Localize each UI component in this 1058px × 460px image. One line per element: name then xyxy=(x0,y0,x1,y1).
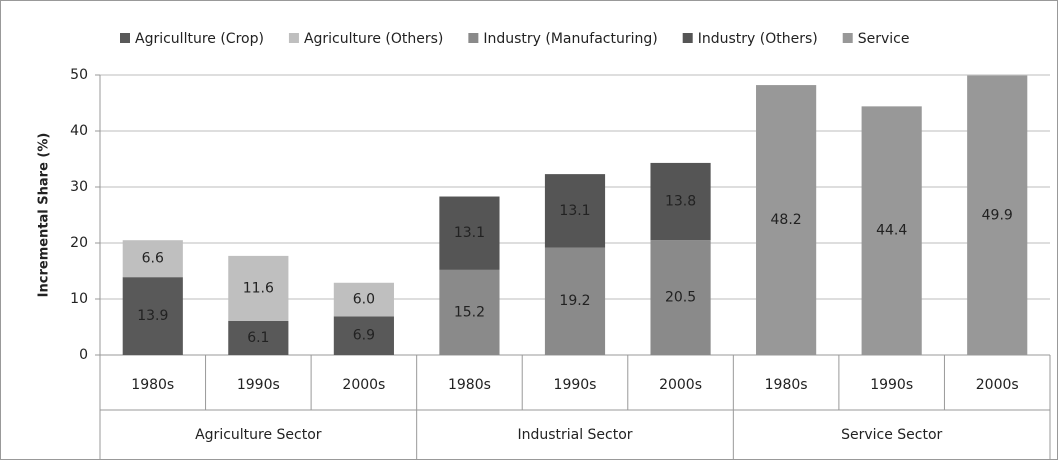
value-label: 13.9 xyxy=(137,308,168,324)
x-tick-label: 1980s xyxy=(448,377,491,393)
y-tick-label: 0 xyxy=(79,347,88,363)
x-tick-label: 1990s xyxy=(554,377,597,393)
value-label: 15.2 xyxy=(454,304,485,320)
value-label: 6.6 xyxy=(142,251,164,267)
value-label: 44.4 xyxy=(876,223,907,239)
value-label: 6.9 xyxy=(353,328,375,344)
bar-segment xyxy=(439,269,500,355)
x-tick-label: 1980s xyxy=(765,377,808,393)
legend-label: Agricullture (Crop) xyxy=(135,31,264,47)
bar-segment xyxy=(333,316,394,355)
y-axis-label: Incremental Share (%) xyxy=(37,133,52,298)
bar-segment xyxy=(122,240,183,278)
bar-segment xyxy=(228,320,289,355)
x-tick-label: 2000s xyxy=(976,377,1019,393)
value-label: 49.9 xyxy=(982,207,1013,223)
bar-segment xyxy=(650,240,711,355)
bar-segment xyxy=(967,75,1028,355)
x-tick-label: 2000s xyxy=(342,377,385,393)
bar-segment xyxy=(756,85,817,355)
bar-segment xyxy=(861,106,922,355)
value-label: 11.6 xyxy=(243,280,274,296)
y-tick-label: 50 xyxy=(70,67,88,83)
x-tick-label: 2000s xyxy=(659,377,702,393)
legend-swatch xyxy=(842,33,853,43)
y-tick-label: 30 xyxy=(70,179,88,195)
bar-segment xyxy=(122,277,183,355)
x-tick-label: 1990s xyxy=(870,377,913,393)
legend-label: Industry (Others) xyxy=(698,31,818,47)
legend-swatch xyxy=(682,33,693,43)
legend-swatch xyxy=(288,33,299,43)
legend-label: Service xyxy=(858,31,910,47)
group-label: Agriculture Sector xyxy=(195,427,322,443)
x-tick-label: 1980s xyxy=(131,377,174,393)
y-tick-label: 40 xyxy=(70,123,88,139)
x-tick-label: 1990s xyxy=(237,377,280,393)
value-label: 13.1 xyxy=(454,225,485,241)
value-label: 6.0 xyxy=(353,292,375,308)
value-label: 6.1 xyxy=(247,330,269,346)
y-tick-label: 10 xyxy=(70,291,88,307)
bar-segment xyxy=(333,282,394,317)
value-label: 20.5 xyxy=(665,290,696,306)
legend-label: Industry (Manufacturing) xyxy=(483,31,657,47)
y-tick-label: 20 xyxy=(70,235,88,251)
legend-label: Agriculture (Others) xyxy=(304,31,443,47)
bar-segment xyxy=(650,162,711,241)
group-label: Industrial Sector xyxy=(517,427,632,443)
value-label: 48.2 xyxy=(771,212,802,228)
bar-segment xyxy=(544,247,606,355)
bar-segment xyxy=(228,255,289,321)
legend-swatch xyxy=(120,33,130,43)
value-label: 13.8 xyxy=(665,194,696,210)
bar-segment xyxy=(544,174,606,248)
value-label: 19.2 xyxy=(559,293,590,309)
group-label: Service Sector xyxy=(841,427,942,443)
value-label: 13.1 xyxy=(559,203,590,219)
bar-segment xyxy=(439,196,500,270)
legend-swatch xyxy=(468,33,479,43)
